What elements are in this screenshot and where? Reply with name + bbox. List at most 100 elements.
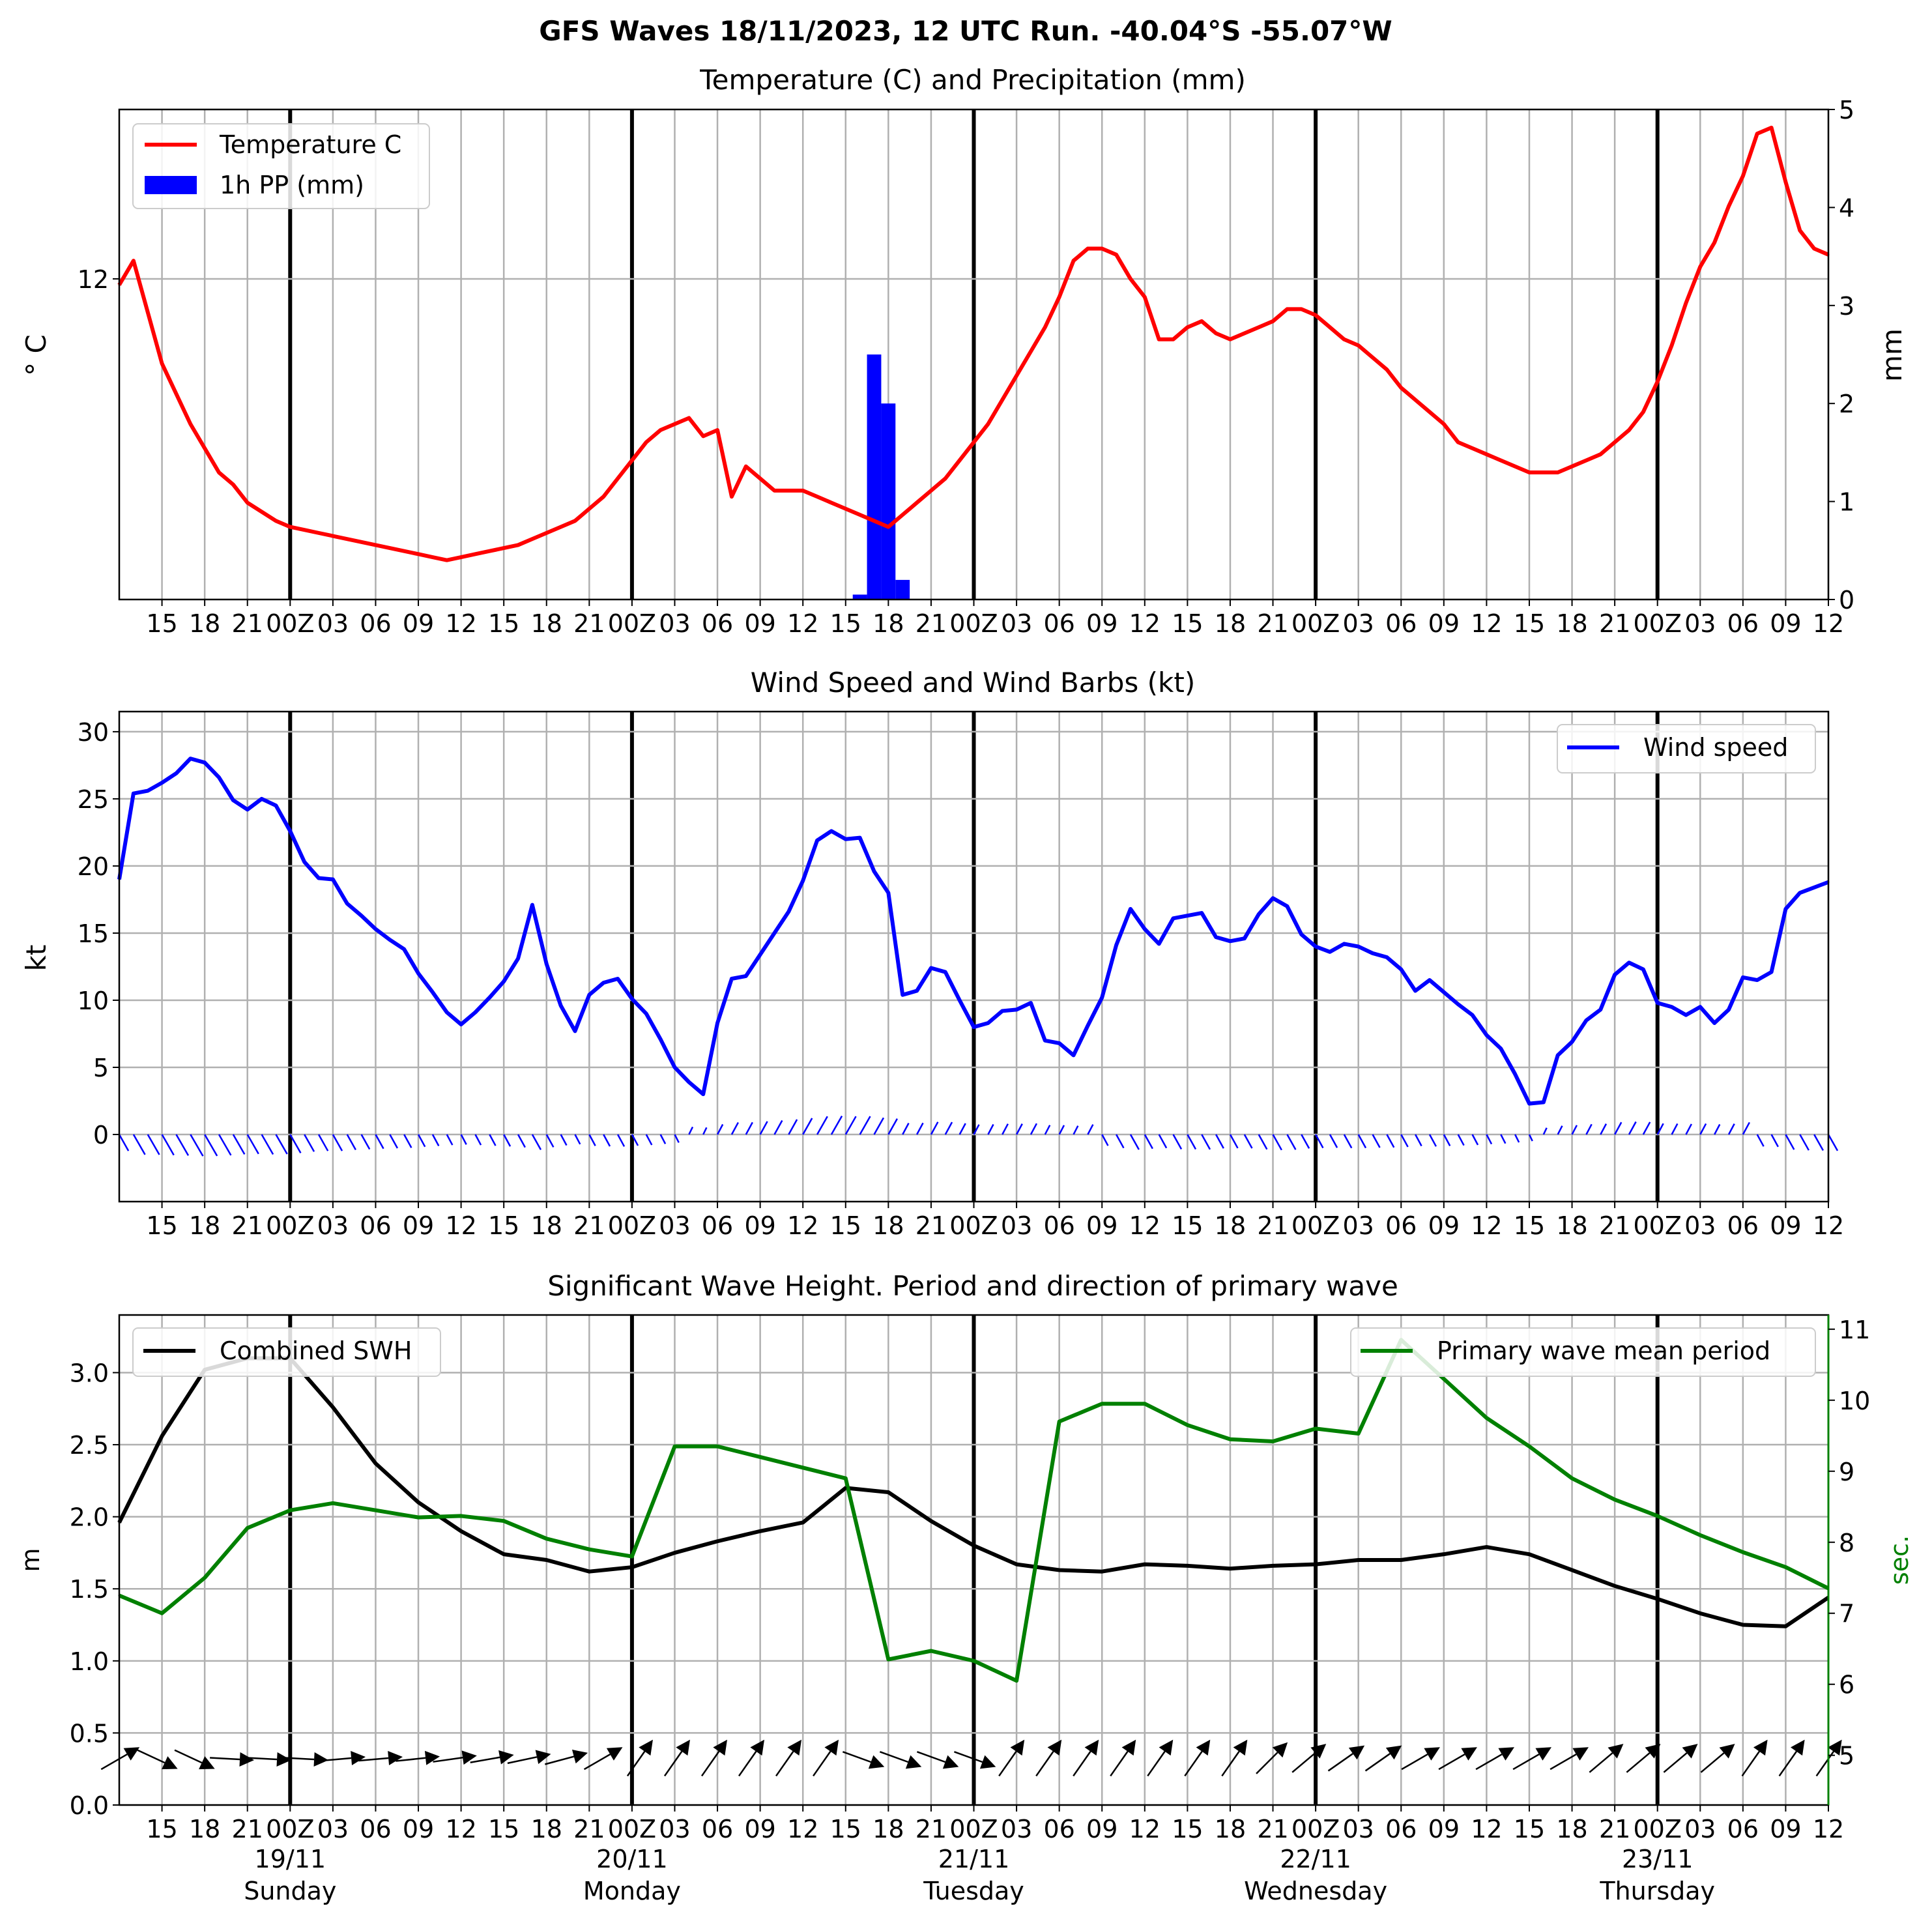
swh-point [1186,1565,1189,1567]
period-point [973,1660,975,1662]
wave-ylabel: m [16,1548,45,1572]
x-tick-label: 12 [1129,609,1161,638]
precip-bar [881,403,896,599]
period-point [332,1502,334,1505]
wind-barb [1158,1134,1168,1149]
wind-point [602,981,605,984]
swh-tick-label: 0.0 [70,1791,109,1820]
x-tick-label: 18 [531,1815,562,1843]
wind-barb [1187,1134,1197,1150]
wind-barb [517,1134,526,1148]
wind-barb [1443,1134,1451,1147]
x-tick-label: 15 [488,609,519,638]
wind-point [1713,1022,1716,1024]
swh-tick-label: 2.5 [70,1431,109,1460]
wind-point [488,996,491,999]
x-tick-label: 00Z [949,609,998,638]
wind-point [1158,942,1161,945]
temperature-point [1158,338,1161,341]
wind-barb [959,1123,966,1135]
period-point [1571,1477,1574,1480]
day-date-label: 21/11 [938,1845,1010,1873]
wind-barb [574,1134,581,1145]
x-tick-label: 06 [702,1815,733,1843]
period-tick-label: 9 [1839,1458,1854,1486]
day-weekday-label: Sunday [244,1877,336,1905]
wave-direction-arrow [1364,1745,1402,1772]
x-tick-label: 21 [232,1211,263,1240]
wind-barb [674,1134,680,1144]
temperature-point [745,465,747,468]
wind-barb [1671,1123,1679,1135]
wave-direction-arrow [433,1750,477,1765]
wind-point [1656,1002,1659,1004]
x-tick-label: 18 [872,1211,904,1240]
wind-barb [873,1117,885,1135]
temperature-point [1243,332,1246,335]
wave-direction-arrow [1741,1739,1768,1777]
wind-point [246,808,249,811]
temperature-point [588,508,590,510]
temperature-point [1101,248,1103,250]
x-tick-label: 15 [146,1211,177,1240]
temperature-point [1784,181,1787,183]
wind-barb [147,1134,160,1155]
wind-point [360,914,363,917]
period-point [502,1520,505,1522]
swh-point [973,1544,975,1547]
temperature-point [232,484,235,486]
temperature-point [1015,374,1018,377]
wind-point [1485,1034,1488,1037]
wave-direction-arrow [998,1739,1025,1777]
wind-barb [773,1119,783,1135]
wind-point [332,878,334,881]
wind-barb [973,1124,980,1135]
temperature-point [787,489,790,492]
period-point [631,1555,633,1558]
temperature-point [1400,386,1402,389]
wind-point [1243,937,1246,940]
temperature-point [1770,126,1773,129]
x-tick-label: 00Z [949,1815,998,1843]
period-tick-label: 11 [1839,1316,1870,1344]
wind-point [959,999,961,1002]
wind-point [730,977,733,980]
temperature-point [716,429,719,431]
x-tick-label: 03 [1684,1815,1716,1843]
temperature-precip-panel: Temperature (C) and Precipitation (mm) 1… [20,64,1908,638]
period-point [1357,1432,1360,1435]
wave-direction-arrow [1475,1747,1514,1770]
period-point [1272,1440,1275,1443]
x-tick-label: 06 [1727,609,1759,638]
temperature-point [545,532,548,534]
temperature-point [289,526,291,528]
period-ylabel: sec. [1885,1535,1914,1585]
swh-point [1229,1567,1232,1570]
wind-tick-label: 15 [78,919,109,948]
x-tick-label: 03 [659,1211,690,1240]
wind-point [1798,891,1801,894]
wind-point [1628,961,1630,964]
swh-point [1656,1598,1659,1600]
wind-barb [844,1116,857,1135]
temp-tick-label: 12 [78,265,109,294]
wave-direction-arrow [1438,1747,1477,1770]
swh-point [844,1486,847,1489]
wind-panel-title: Wind Speed and Wind Barbs (kt) [751,667,1195,699]
period-point [930,1650,932,1653]
temperature-point [132,259,135,262]
wave-direction-arrow [396,1750,440,1765]
x-tick-label: 00Z [1634,609,1682,638]
wind-point [1272,897,1275,899]
x-tick-label: 18 [1556,1815,1587,1843]
x-tick-label: 12 [1129,1815,1161,1843]
x-tick-label: 00Z [1634,1815,1682,1843]
x-tick-label: 18 [1215,609,1246,638]
temperature-point [801,489,804,492]
wind-barb [1215,1134,1224,1149]
wind-barb [730,1121,740,1135]
wind-barb [1229,1134,1239,1149]
wind-point [1385,956,1388,959]
swh-point [460,1530,463,1533]
period-point [161,1612,164,1615]
